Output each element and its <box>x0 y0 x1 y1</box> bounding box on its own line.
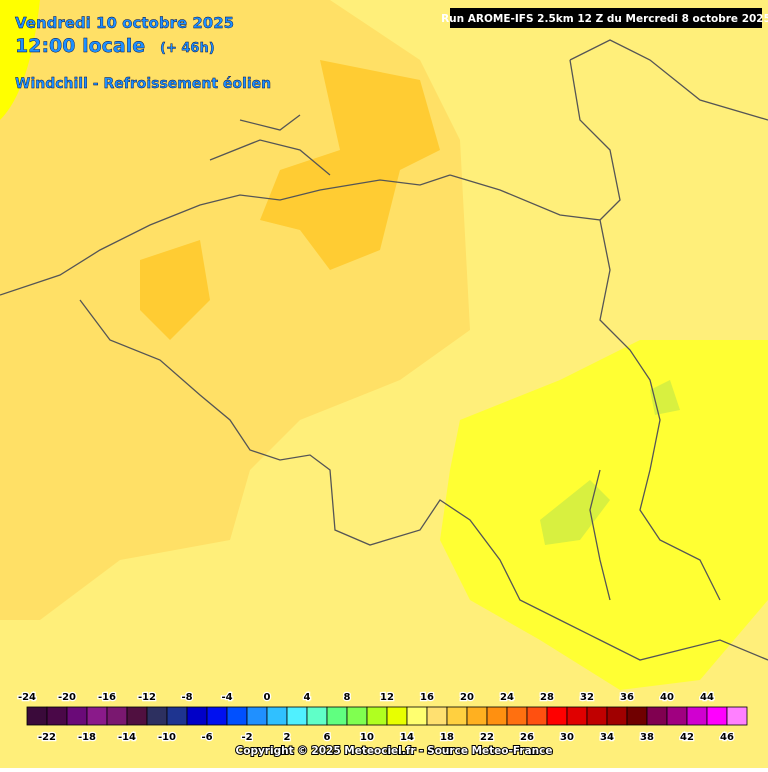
legend-label: -10 <box>158 732 176 743</box>
region-mild <box>440 340 768 690</box>
legend-label: 20 <box>460 692 474 703</box>
legend-label: 16 <box>420 692 434 703</box>
map-date: Vendredi 10 octobre 2025 <box>15 14 234 32</box>
legend-swatch <box>726 706 748 726</box>
legend-swatch <box>666 706 688 726</box>
legend-swatch <box>566 706 588 726</box>
legend-label: 26 <box>520 732 534 743</box>
legend-label: -2 <box>241 732 252 743</box>
legend-swatch <box>426 706 448 726</box>
legend-swatch <box>86 706 108 726</box>
legend-label: 14 <box>400 732 414 743</box>
region-warm <box>140 240 210 340</box>
legend-swatch <box>706 706 728 726</box>
legend-label: 4 <box>304 692 311 703</box>
map-lead: (+ 46h) <box>160 41 215 56</box>
legend-swatch <box>126 706 148 726</box>
legend-label: 6 <box>324 732 331 743</box>
legend-label: 18 <box>440 732 454 743</box>
legend-swatch <box>686 706 708 726</box>
borders <box>0 39 768 661</box>
legend-swatch <box>646 706 668 726</box>
legend-label: 22 <box>480 732 494 743</box>
legend-swatch <box>346 706 368 726</box>
legend-swatch <box>46 706 68 726</box>
legend-swatch <box>186 706 208 726</box>
legend-swatch <box>606 706 628 726</box>
legend-label: 10 <box>360 732 374 743</box>
legend-label: 40 <box>660 692 674 703</box>
legend-swatch <box>286 706 308 726</box>
legend-label: 44 <box>700 692 714 703</box>
legend-label: 24 <box>500 692 514 703</box>
legend-label: -20 <box>58 692 76 703</box>
legend-swatch <box>506 706 528 726</box>
region-cool <box>540 480 610 545</box>
legend-swatch <box>226 706 248 726</box>
legend-swatch <box>626 706 648 726</box>
legend-label: 0 <box>264 692 271 703</box>
legend-label: 32 <box>580 692 594 703</box>
legend-label: -12 <box>138 692 156 703</box>
legend-label: -16 <box>98 692 116 703</box>
legend-swatch <box>326 706 348 726</box>
region-warm <box>260 60 440 270</box>
legend-swatch <box>586 706 608 726</box>
map-parameter: Windchill - Refroissement éolien <box>15 76 271 92</box>
legend-label: -6 <box>201 732 212 743</box>
legend: -24 -20 -16 -12 -8 -4 0 4 8 12 16 20 24 28 32 36 40 44-22… <box>17 691 748 744</box>
legend-label: 8 <box>344 692 351 703</box>
legend-swatch <box>486 706 508 726</box>
legend-swatch <box>406 706 428 726</box>
legend-swatch <box>206 706 228 726</box>
legend-label: -24 <box>18 692 36 703</box>
legend-swatch <box>306 706 328 726</box>
legend-label: 30 <box>560 732 574 743</box>
legend-swatch <box>446 706 468 726</box>
legend-label: -22 <box>38 732 56 743</box>
legend-label: 2 <box>284 732 291 743</box>
legend-label: 46 <box>720 732 734 743</box>
legend-swatch <box>246 706 268 726</box>
legend-label: 36 <box>620 692 634 703</box>
legend-label: 12 <box>380 692 394 703</box>
legend-label: -14 <box>118 732 136 743</box>
legend-swatch <box>26 706 48 726</box>
legend-swatch <box>266 706 288 726</box>
region-mild <box>0 0 40 120</box>
region-cool <box>650 380 680 415</box>
map-time: 12:00 locale <box>15 35 145 57</box>
legend-label: -8 <box>181 692 192 703</box>
legend-swatch <box>106 706 128 726</box>
legend-label: 38 <box>640 732 654 743</box>
legend-swatch <box>146 706 168 726</box>
legend-label: -18 <box>78 732 96 743</box>
copyright: Copyright © 2025 Meteociel.fr - Source M… <box>236 745 553 757</box>
legend-swatch <box>526 706 548 726</box>
legend-label: -4 <box>221 692 232 703</box>
run-box <box>450 8 762 28</box>
legend-swatch <box>366 706 388 726</box>
run-info: Run AROME-IFS 2.5km 12 Z du Mercredi 8 o… <box>441 13 768 25</box>
legend-swatch <box>546 706 568 726</box>
legend-swatch <box>466 706 488 726</box>
legend-swatch <box>66 706 88 726</box>
legend-swatch <box>166 706 188 726</box>
legend-swatch <box>386 706 408 726</box>
legend-label: 28 <box>540 692 554 703</box>
legend-label: 42 <box>680 732 694 743</box>
legend-label: 34 <box>600 732 614 743</box>
